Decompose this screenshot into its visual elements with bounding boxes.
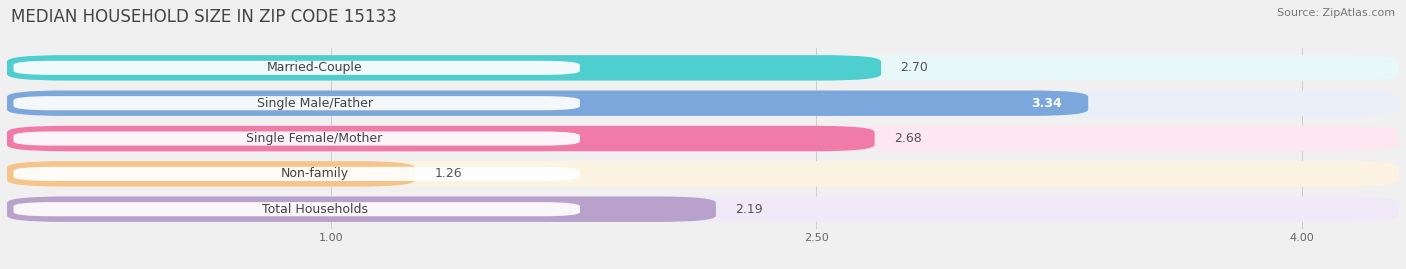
Text: Single Male/Father: Single Male/Father	[256, 97, 373, 110]
Text: MEDIAN HOUSEHOLD SIZE IN ZIP CODE 15133: MEDIAN HOUSEHOLD SIZE IN ZIP CODE 15133	[11, 8, 396, 26]
FancyBboxPatch shape	[7, 196, 1399, 222]
Text: 2.70: 2.70	[900, 61, 928, 74]
Text: 2.19: 2.19	[735, 203, 763, 216]
FancyBboxPatch shape	[7, 161, 415, 187]
FancyBboxPatch shape	[7, 196, 716, 222]
FancyBboxPatch shape	[14, 61, 581, 75]
FancyBboxPatch shape	[7, 161, 1399, 187]
FancyBboxPatch shape	[7, 55, 1399, 81]
Text: Married-Couple: Married-Couple	[267, 61, 363, 74]
FancyBboxPatch shape	[7, 126, 875, 151]
FancyBboxPatch shape	[7, 126, 1399, 151]
FancyBboxPatch shape	[14, 167, 581, 181]
Text: 3.34: 3.34	[1032, 97, 1063, 110]
FancyBboxPatch shape	[14, 96, 581, 110]
Text: Single Female/Mother: Single Female/Mother	[246, 132, 382, 145]
Text: 2.68: 2.68	[894, 132, 922, 145]
FancyBboxPatch shape	[7, 55, 882, 81]
Text: Non-family: Non-family	[280, 167, 349, 180]
FancyBboxPatch shape	[7, 90, 1399, 116]
Text: Source: ZipAtlas.com: Source: ZipAtlas.com	[1277, 8, 1395, 18]
FancyBboxPatch shape	[7, 90, 1088, 116]
FancyBboxPatch shape	[14, 202, 581, 216]
Text: Total Households: Total Households	[262, 203, 367, 216]
Text: 1.26: 1.26	[434, 167, 463, 180]
FancyBboxPatch shape	[14, 132, 581, 146]
